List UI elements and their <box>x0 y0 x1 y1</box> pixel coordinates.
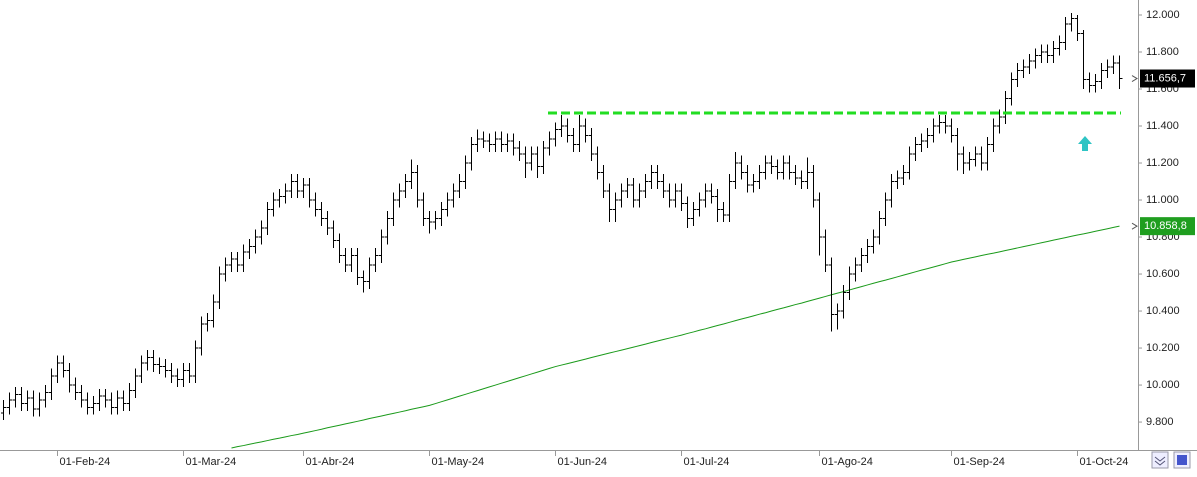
scroll-icon <box>1154 456 1166 466</box>
price-marker <box>1131 222 1138 230</box>
up-arrow-icon <box>1078 136 1092 151</box>
x-tick-label: 01-Sep-24 <box>954 456 1005 468</box>
y-tick-label: 9.800 <box>1146 416 1174 428</box>
x-tick-label: 01-Feb-24 <box>60 456 111 468</box>
y-tick-label: 11.400 <box>1146 120 1179 132</box>
y-tick-label: 12.000 <box>1146 9 1180 21</box>
price-label: 11.656,7 <box>1144 72 1186 84</box>
x-tick-label: 01-Oct-24 <box>1080 456 1129 468</box>
y-tick-label: 11.200 <box>1146 157 1179 169</box>
y-tick-label: 10.600 <box>1146 268 1180 280</box>
scroll-button[interactable] <box>1151 451 1169 469</box>
y-tick-label: 10.400 <box>1146 305 1180 317</box>
x-tick-label: 01-Jul-24 <box>684 456 730 468</box>
y-tick-label: 10.000 <box>1146 379 1180 391</box>
price-label-box <box>1140 69 1195 88</box>
x-tick-label: 01-May-24 <box>432 456 485 468</box>
x-tick-label: 01-Jun-24 <box>558 456 608 468</box>
x-tick-label: 01-Ago-24 <box>822 456 873 468</box>
x-tick-label: 01-Abr-24 <box>306 456 355 468</box>
save-icon <box>1177 455 1187 465</box>
y-tick-label: 11.000 <box>1146 194 1179 206</box>
y-tick-label: 11.800 <box>1146 46 1179 58</box>
price-label-box <box>1140 217 1195 236</box>
moving-average-line <box>231 225 1120 449</box>
y-tick-label: 10.200 <box>1146 342 1180 354</box>
price-marker <box>1131 75 1138 82</box>
x-tick-label: 01-Mar-24 <box>186 456 237 468</box>
price-label: 10.858,8 <box>1144 220 1187 232</box>
